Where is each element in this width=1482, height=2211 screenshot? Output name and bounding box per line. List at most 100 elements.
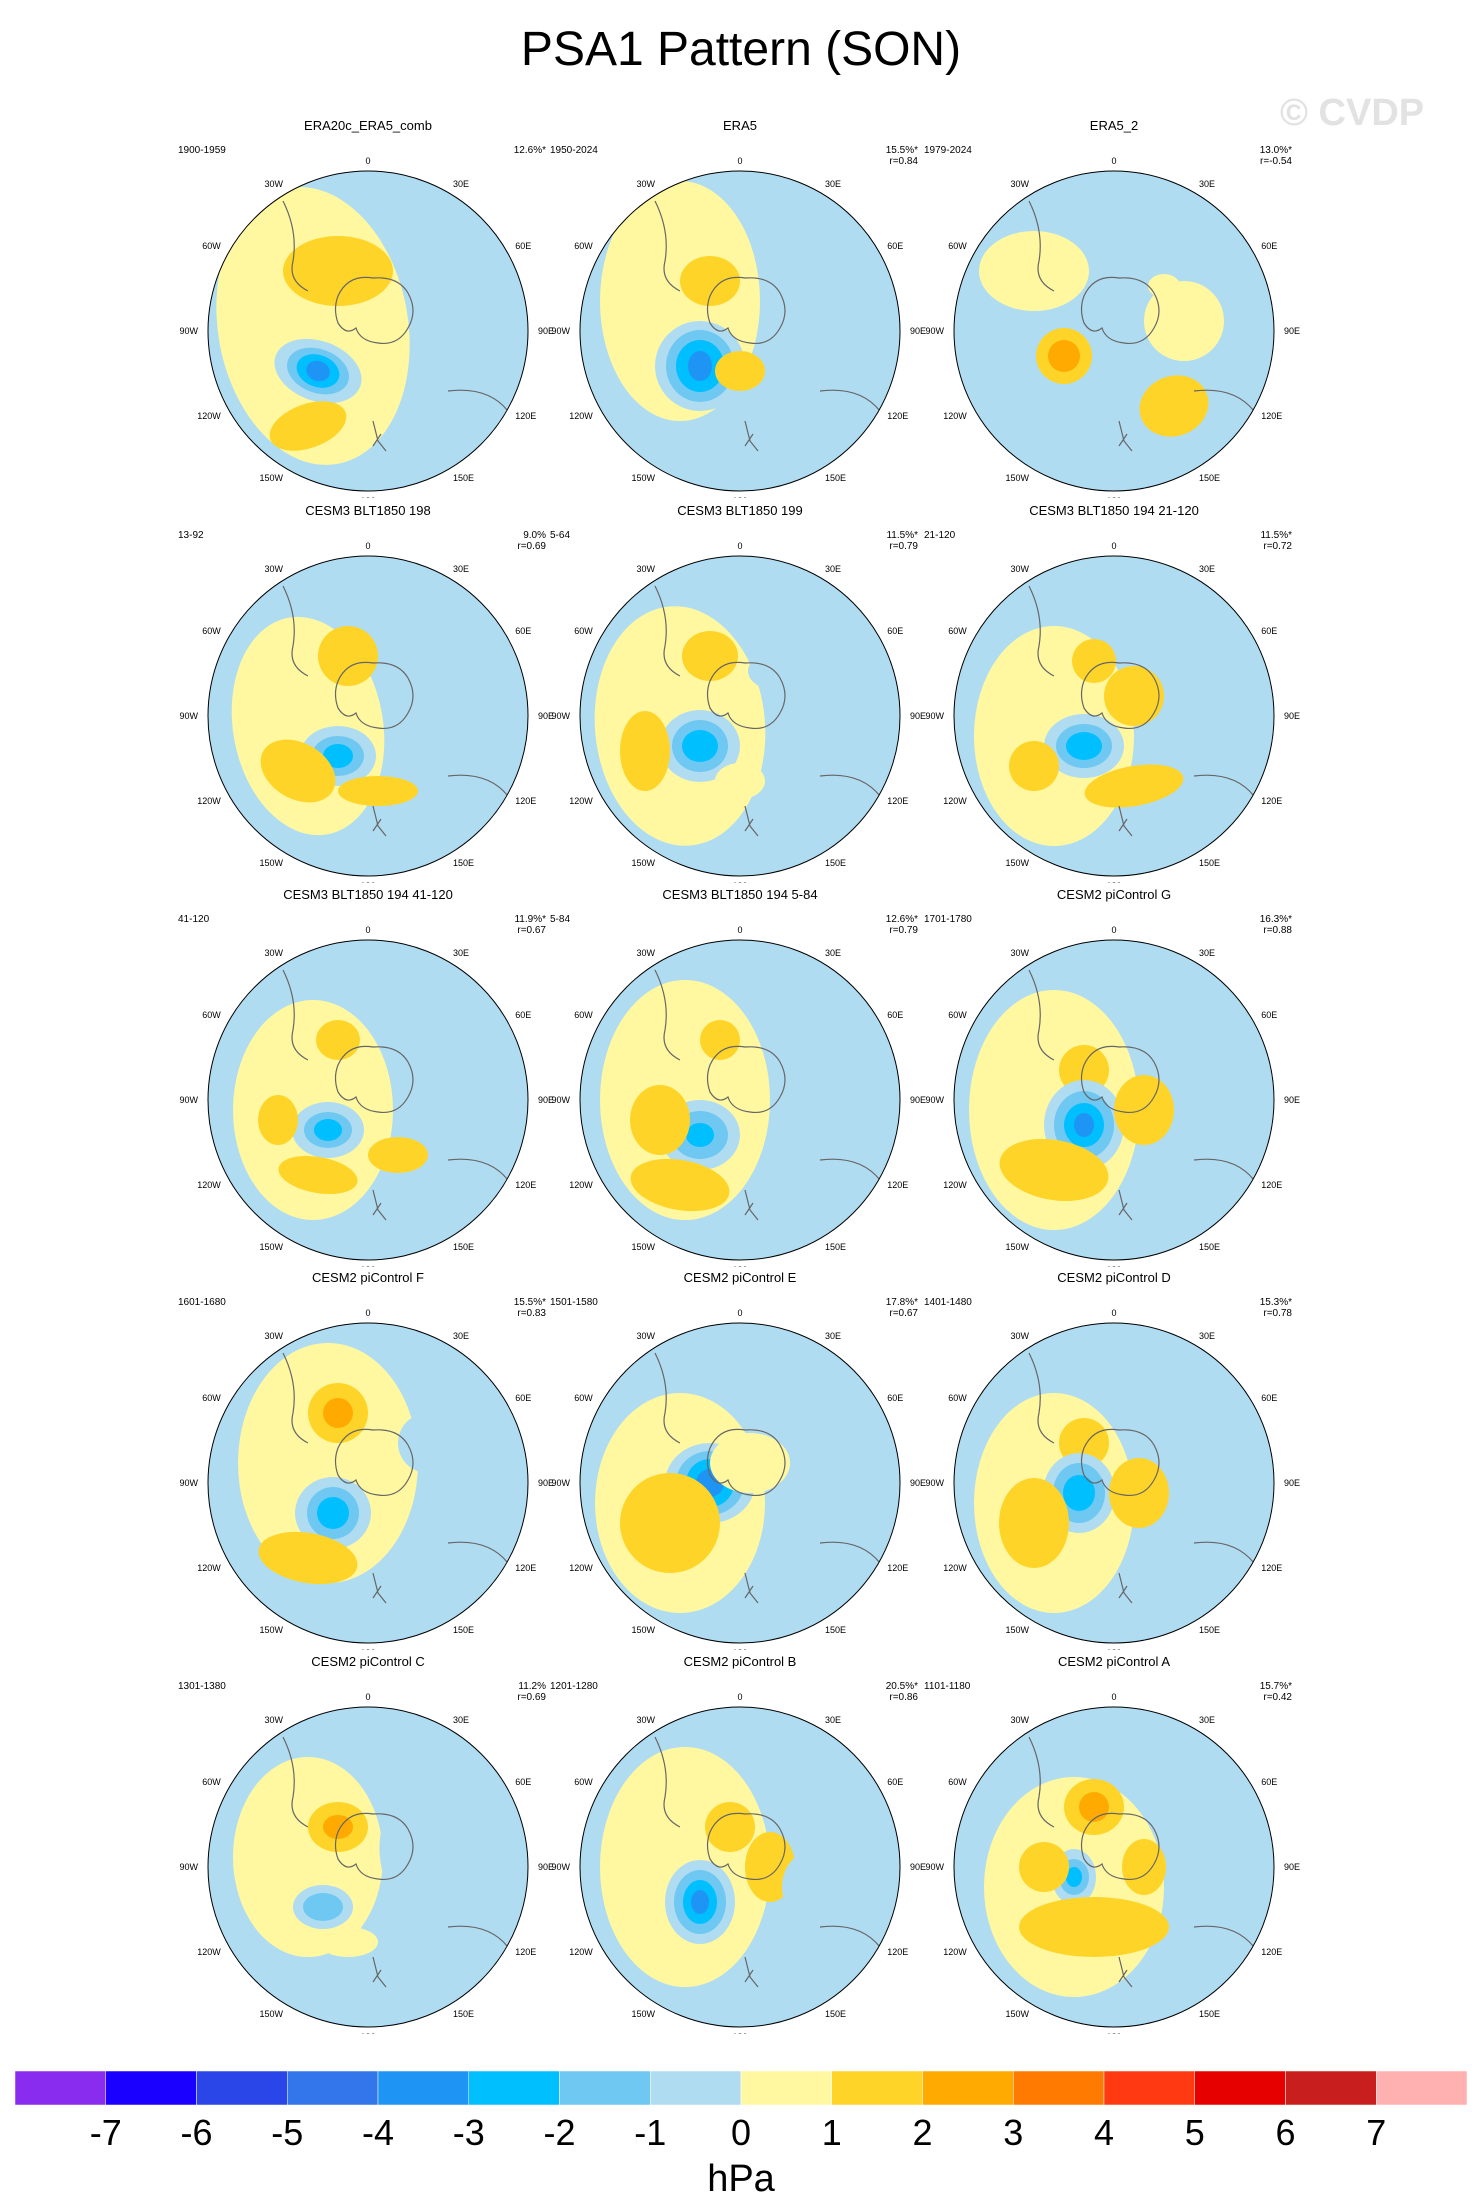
negative-anomaly [782,1852,838,1922]
positive-anomaly [1144,281,1224,361]
colorbar-tick-label: 3 [1003,2112,1023,2151]
longitude-label: 60W [574,1010,593,1020]
longitude-label: 60W [574,1777,593,1787]
longitude-label: 90W [925,711,944,721]
longitude-label: 90W [179,1862,198,1872]
longitude-label: 90W [179,1478,198,1488]
positive-anomaly [705,1802,755,1852]
colorbar-swatch [831,2071,923,2106]
longitude-label: 60W [574,626,593,636]
positive-anomaly [1072,639,1116,683]
polar-map: 0 30E 60E 90E 120E 150E 180 150W 120W 90W 60W 30W [179,541,554,883]
map-panel: 0 30E 60E 90E 120E 150E 180 150W 120W 90W 60W 30W CE… [168,887,568,1267]
colorbar-tick-label: 4 [1094,2112,1114,2151]
longitude-label: 30E [825,948,841,958]
positive-anomaly [260,739,336,803]
positive-anomaly [715,763,765,799]
antarctica-outline [334,276,414,345]
colorbar-tick-label: -2 [543,2112,575,2151]
panel-title: CESM2 piControl D [1057,1270,1171,1285]
positive-anomaly [620,711,670,791]
longitude-label: 90E [1284,711,1300,721]
positive-anomaly [1114,1075,1174,1145]
colorbar-swatch [650,2071,742,2106]
longitude-label: 90W [925,1095,944,1105]
map-border [207,170,529,492]
longitude-label: 180 [360,1265,375,1267]
longitude-label: 150E [453,858,474,868]
antarctica-outline [706,1812,786,1881]
antarctica-outline [706,1045,786,1114]
longitude-label: 60E [887,626,903,636]
longitude-label: 180 [1106,496,1121,498]
colorbar-tick-label: -3 [453,2112,485,2151]
longitude-label: 150E [453,2009,474,2019]
longitude-label: 150W [259,2009,283,2019]
longitude-label: 0 [1111,156,1116,166]
longitude-label: 60E [515,1777,531,1787]
longitude-label: 120W [197,411,221,421]
longitude-label: 120W [197,1947,221,1957]
panel-year-range: 1701-1780 [924,914,972,925]
panel-correlation: r=0.69 [517,541,546,552]
longitude-label: 90E [910,326,926,336]
positive-anomaly [323,1398,353,1428]
panel-title: CESM2 piControl G [1056,887,1172,902]
longitude-label: 180 [1106,1648,1121,1650]
panel-correlation: r=0.78 [1263,1308,1292,1319]
longitude-label: 30W [1010,1331,1029,1341]
longitude-label: 90E [910,711,926,721]
polar-map: 0 30E 60E 90E 120E 150E 180 150W 120W 90W 60W 30W [925,541,1300,883]
colorbar-units: hPa [707,2158,775,2200]
positive-anomaly [1104,666,1164,726]
map-panel: 0 30E 60E 90E 120E 150E 180 150W 120W 90W 60W 30W CE… [914,503,1314,883]
colorbar-tick-label: 0 [731,2112,751,2151]
longitude-label: 0 [365,1308,370,1318]
colorbar-tick-label: 7 [1366,2112,1386,2151]
longitude-label: 150W [1005,2009,1029,2019]
map-panel: 0 30E 60E 90E 120E 150E 180 150W 120W 90W 60W 30W CE… [168,1654,568,2034]
longitude-label: 120E [887,796,908,806]
panel-title: CESM2 piControl A [1058,1654,1170,1669]
longitude-label: 150E [1199,858,1220,868]
longitude-label: 30W [1010,1715,1029,1725]
longitude-label: 120E [1261,1947,1282,1957]
positive-anomaly [258,1531,358,1585]
map-panel: 0 30E 60E 90E 120E 150E 180 150W 120W 90W 60W 30W CE… [540,887,940,1267]
negative-anomaly [418,1488,468,1558]
map-border [207,939,529,1261]
longitude-label: 30W [636,1715,655,1725]
longitude-label: 60E [887,1010,903,1020]
positive-anomaly [979,231,1089,311]
longitude-label: 90E [910,1862,926,1872]
longitude-label: 60E [1261,626,1277,636]
longitude-label: 30E [825,1715,841,1725]
panel-correlation: r=0.42 [1263,1692,1292,1703]
map-border [579,1322,901,1644]
panel-year-range: 1979-2024 [924,145,972,156]
longitude-label: 120W [943,1563,967,1573]
longitude-label: 120W [197,1180,221,1190]
antarctica-outline [334,1428,414,1497]
panel-title: CESM3 BLT1850 194 5-84 [662,887,818,902]
longitude-label: 120E [1261,1180,1282,1190]
panel-variance-percent: 20.5%* [885,1681,918,1692]
panel-correlation: r=0.67 [889,1308,918,1319]
longitude-label: 0 [737,541,742,551]
positive-anomaly [1079,1792,1109,1822]
longitude-label: 0 [1111,541,1116,551]
longitude-label: 90W [925,1478,944,1488]
longitude-label: 120E [515,1947,536,1957]
panel-correlation: r=0.79 [889,541,918,552]
longitude-label: 60W [202,1393,221,1403]
panel-title: CESM3 BLT1850 199 [677,503,803,518]
colorbar-swatch [559,2071,651,2106]
longitude-label: 30E [453,948,469,958]
longitude-label: 90E [910,1095,926,1105]
positive-anomaly [680,256,740,306]
positive-anomaly [238,1343,418,1583]
positive-anomaly [1019,1842,1069,1892]
longitude-label: 60E [515,241,531,251]
longitude-label: 120E [887,1947,908,1957]
longitude-label: 150E [1199,1625,1220,1635]
